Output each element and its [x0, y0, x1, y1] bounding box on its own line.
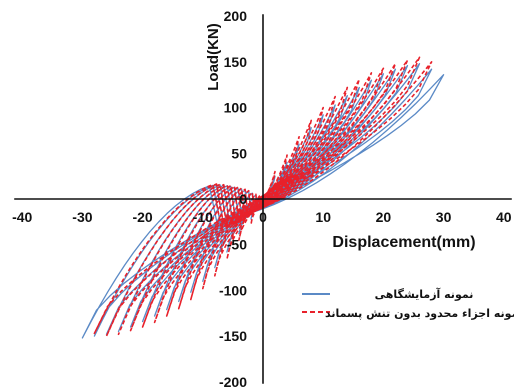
- curves-layer: [81, 56, 445, 339]
- series-fem-loop: [141, 67, 385, 328]
- x-tick-label: 30: [436, 209, 452, 225]
- series-fem-loop: [177, 86, 349, 310]
- y-tick-label: 0: [239, 191, 247, 207]
- x-tick-label: 20: [376, 209, 392, 225]
- x-tick-label: -30: [72, 209, 92, 225]
- series-fem-loop: [202, 106, 324, 290]
- y-tick-label: 200: [224, 8, 248, 24]
- y-tick-label: 50: [231, 145, 247, 161]
- series-fem-loop: [105, 56, 421, 337]
- y-tick-label: -200: [219, 374, 247, 388]
- legend: نمونه آزمایشگاهی نمونه اجزاء محدود بدون …: [302, 287, 514, 320]
- legend-label-experimental: نمونه آزمایشگاهی: [375, 287, 474, 301]
- series-fem-loop: [117, 59, 409, 336]
- series-fem-loop: [93, 61, 433, 335]
- x-tick-label: -40: [12, 209, 32, 225]
- y-tick-label: -150: [219, 328, 247, 344]
- series-fem: [93, 56, 433, 337]
- series-fem-loop: [226, 136, 300, 261]
- legend-label-fem: نمونه اجزاء محدود بدون تنش پسماند: [325, 307, 514, 320]
- series-fem-loop: [129, 62, 397, 332]
- axes-layer: [14, 14, 512, 384]
- y-axis-title: Load(KN): [205, 23, 222, 91]
- tick-labels: -40 -30 -20 -10 0 10 20 30 40-200-150-100-500501…: [12, 8, 512, 388]
- y-tick-label: 100: [224, 100, 248, 116]
- y-tick-label: -50: [227, 237, 247, 253]
- x-tick-label: -20: [132, 209, 152, 225]
- x-tick-label: 40: [496, 209, 512, 225]
- y-tick-label: 150: [224, 54, 248, 70]
- series-fem-loop: [153, 72, 373, 324]
- x-axis-title: Displacement(mm): [332, 234, 475, 251]
- y-tick-label: -100: [219, 282, 247, 298]
- x-tick-label: 10: [315, 209, 331, 225]
- x-tick-label: 0: [259, 209, 267, 225]
- x-tick-label: -10: [193, 209, 213, 225]
